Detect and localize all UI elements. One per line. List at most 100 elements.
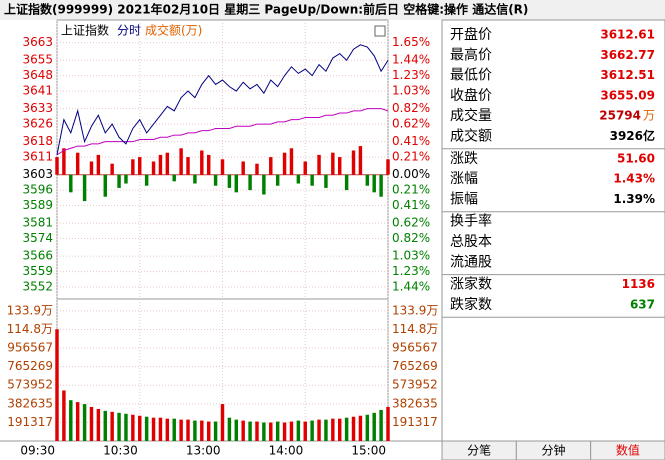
quote-value: 1.43% — [613, 172, 655, 186]
y-tick-label: 3552 — [22, 279, 53, 293]
legend-line: 分时 — [117, 24, 141, 38]
volume-bar — [138, 415, 142, 441]
x-tick-label: 14:00 — [269, 444, 304, 458]
volume-bar — [289, 421, 294, 441]
breadth-bar — [303, 161, 307, 175]
volume-bar — [358, 415, 363, 441]
volume-bar — [338, 418, 342, 441]
quote-value: 3612.61 — [600, 28, 655, 42]
quote-value: 51.60 — [617, 151, 655, 165]
breadth-bar — [158, 154, 163, 175]
quote-value: 1136 — [622, 277, 655, 291]
volume-tick-label: 382635 — [7, 396, 53, 410]
restore-icon[interactable] — [374, 25, 386, 37]
volume-tick-label-right: 956567 — [392, 341, 438, 355]
breadth-bar — [269, 157, 273, 175]
y-tick-label: 3559 — [22, 264, 53, 278]
volume-bar — [165, 418, 170, 441]
volume-bar — [241, 420, 245, 441]
volume-bar — [131, 414, 135, 441]
volume-bar — [379, 409, 383, 441]
breadth-bar — [55, 157, 59, 175]
breadth-bar — [358, 146, 363, 175]
x-tick-label: 15:00 — [351, 444, 386, 458]
x-tick-label: 09:30 — [20, 444, 55, 458]
volume-tick-label: 133.9万 — [7, 303, 53, 317]
quote-label: 开盘价 — [450, 26, 492, 43]
y2-tick-label: 0.82% — [392, 101, 430, 115]
volume-bar — [372, 412, 376, 441]
volume-bar — [96, 408, 101, 441]
volume-tick-label-right: 765269 — [392, 359, 438, 373]
quote-value: 3926亿 — [610, 128, 655, 143]
volume-bar — [269, 422, 273, 441]
breadth-bar — [289, 148, 294, 175]
volume-bar — [186, 419, 190, 441]
quote-label: 总股本 — [450, 234, 492, 250]
volume-bar — [213, 421, 218, 441]
y-tick-label: 3641 — [22, 84, 53, 98]
y2-tick-label: 1.44% — [392, 279, 430, 293]
tab[interactable] — [590, 440, 665, 460]
volume-tick-label: 765269 — [7, 359, 53, 373]
y-tick-label: 3596 — [22, 183, 53, 197]
breadth-bar — [89, 161, 94, 175]
breadth-bar — [227, 174, 232, 188]
volume-bar — [365, 414, 370, 441]
breadth-bar — [220, 159, 225, 175]
volume-tick-label-right: 382635 — [392, 396, 438, 410]
volume-bar — [55, 329, 59, 441]
price-line — [56, 108, 389, 156]
y2-tick-label: 1.65% — [392, 35, 430, 49]
breadth-bar — [255, 163, 259, 175]
breadth-bar — [172, 174, 176, 182]
volume-bar — [151, 417, 156, 441]
x-tick-label: 13:00 — [186, 444, 221, 458]
x-tick-label: 10:30 — [103, 444, 138, 458]
breadth-bar — [96, 154, 101, 175]
volume-tick-label: 956567 — [7, 341, 53, 355]
breadth-bar — [310, 174, 314, 186]
y-tick-label: 3655 — [22, 53, 53, 67]
volume-tick-label: 573952 — [7, 378, 53, 392]
breadth-bar — [151, 161, 156, 175]
volume-bar — [331, 418, 335, 441]
breadth-bar — [365, 174, 370, 186]
y2-tick-label: 1.44% — [392, 53, 430, 67]
legend-name: 上证指数 — [61, 23, 109, 38]
breadth-bar — [117, 174, 121, 188]
tab-label[interactable]: 数值 — [616, 443, 640, 458]
breadth-bar — [241, 161, 245, 175]
quote-label: 涨家数 — [450, 276, 492, 293]
y2-tick-label: 0.62% — [392, 117, 430, 131]
volume-bar — [206, 421, 211, 441]
volume-tick-label-right: 133.9万 — [392, 303, 438, 317]
breadth-bar — [103, 174, 107, 197]
breadth-bar — [165, 152, 170, 175]
tab-label[interactable]: 分笔 — [467, 443, 491, 458]
volume-tick-label-right: 573952 — [392, 378, 438, 392]
volume-bar — [255, 421, 259, 441]
y2-tick-label: 1.03% — [392, 249, 430, 263]
volume-tick-label: 191317 — [7, 415, 53, 429]
volume-bar — [117, 412, 121, 441]
volume-bar — [282, 422, 287, 441]
breadth-bar — [179, 148, 183, 175]
volume-bar — [296, 420, 301, 441]
y2-tick-label: 1.03% — [392, 84, 430, 98]
quote-unit: 万 — [643, 109, 655, 123]
volume-bar — [75, 402, 80, 441]
tab-label[interactable]: 分钟 — [541, 443, 565, 458]
volume-bar — [62, 390, 66, 441]
breadth-bar — [324, 174, 328, 188]
breadth-bar — [351, 150, 356, 175]
y-tick-label: 3581 — [22, 216, 53, 230]
breadth-bar — [317, 154, 321, 175]
y-tick-label: 3648 — [22, 68, 53, 82]
breadth-bar — [131, 159, 135, 175]
breadth-bar — [144, 174, 149, 186]
breadth-bar — [138, 157, 142, 175]
volume-bar — [386, 406, 390, 441]
y2-tick-label: 0.82% — [392, 231, 430, 245]
breadth-bar — [82, 174, 87, 202]
